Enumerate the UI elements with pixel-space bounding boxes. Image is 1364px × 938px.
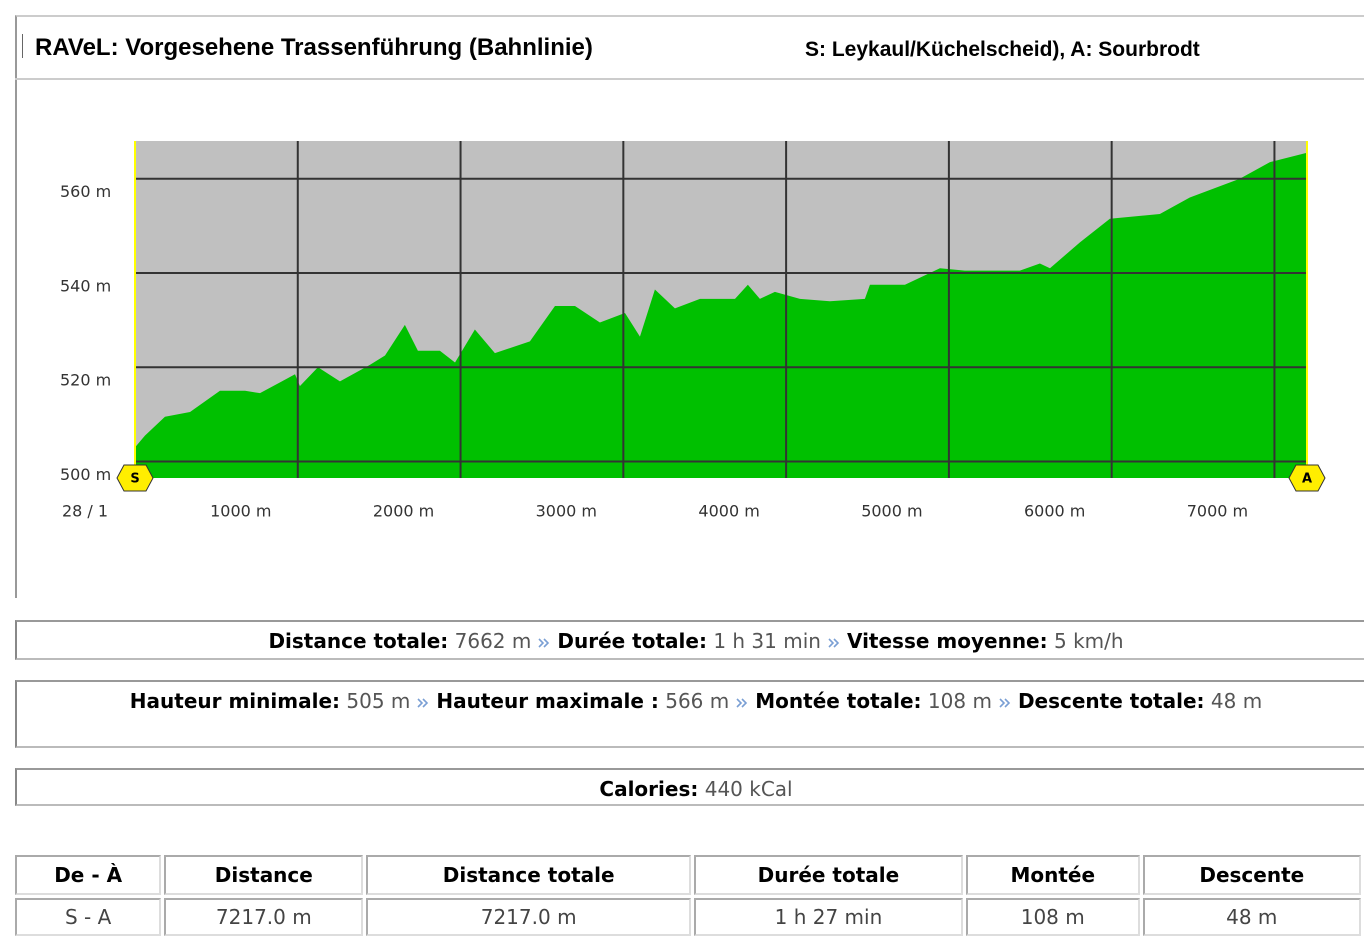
stat-value: 108 m <box>927 689 992 713</box>
column-header: De - À <box>15 855 162 895</box>
column-header: Descente <box>1142 855 1361 895</box>
x-tick-label: 1000 m <box>210 502 271 521</box>
header-divider <box>15 78 1364 80</box>
elevation-chart: 500 m 520 m 540 m 560 m 1000 m 2000 m 3000 m 40… <box>60 141 1326 521</box>
frame <box>15 15 1364 598</box>
marker-label: A <box>1302 472 1312 487</box>
stats-box: Calories: 440 kCal <box>15 768 1364 806</box>
stat-value: 48 m <box>1210 689 1263 713</box>
stat-label: Hauteur maximale : <box>436 689 659 713</box>
y-tick-label: 500 m <box>60 465 111 484</box>
table-cell: 1 h 27 min <box>693 898 963 936</box>
stat-value: 7662 m <box>454 629 532 653</box>
stat-value: 5 km/h <box>1053 629 1124 653</box>
separator <box>828 637 840 648</box>
y-tick-label: 560 m <box>60 182 111 201</box>
stats-box: Hauteur minimale: 505 m Hauteur maximale … <box>15 680 1364 748</box>
x-tick-label: 6000 m <box>1024 502 1085 521</box>
x-tick-label: 7000 m <box>1187 502 1248 521</box>
separator <box>736 697 748 708</box>
segment-table: De - À Distance Distance totale Durée total… <box>12 852 1364 938</box>
corner-label: 28 / 1 <box>62 502 108 521</box>
header-tick <box>22 34 23 58</box>
x-tick-label: 3000 m <box>536 502 597 521</box>
marker-label: S <box>130 472 139 487</box>
stat-label: Vitesse moyenne: <box>846 629 1048 653</box>
column-header: Distance <box>164 855 364 895</box>
x-tick-label: 4000 m <box>698 502 759 521</box>
route: S: Leykaul/Küchelscheid), A: Sourbrodt <box>805 38 1200 61</box>
title: RAVeL: Vorgesehene Trassenführung (Bahnl… <box>35 34 593 61</box>
table-cell: 7217.0 m <box>366 898 691 936</box>
column-header: Montée <box>965 855 1140 895</box>
stat-label: Durée totale: <box>557 629 707 653</box>
route-marker <box>116 464 154 492</box>
table-header-row: De - À Distance Distance totale Durée total… <box>15 855 1361 895</box>
y-tick-label: 520 m <box>60 371 111 390</box>
route-marker <box>1288 464 1326 492</box>
stats-box: Distance totale: 7662 m Durée totale: 1 h… <box>15 620 1364 660</box>
table-cell: 7217.0 m <box>164 898 364 936</box>
separator <box>999 697 1011 708</box>
stat-value: 1 h 31 min <box>713 629 821 653</box>
y-tick-label: 540 m <box>60 276 111 295</box>
stat-label: Distance totale: <box>268 629 449 653</box>
stat-label: Descente totale: <box>1017 689 1205 713</box>
stat-label: Montée totale: <box>755 689 922 713</box>
stat-value: 505 m <box>346 689 411 713</box>
elevation-area <box>135 152 1307 479</box>
x-tick-label: 5000 m <box>861 502 922 521</box>
table-cell: 108 m <box>965 898 1140 936</box>
separator <box>417 697 429 708</box>
stat-value: 440 kCal <box>704 777 793 801</box>
x-tick-label: 2000 m <box>373 502 434 521</box>
stat-label: Hauteur minimale: <box>129 689 341 713</box>
table-cell: 48 m <box>1142 898 1361 936</box>
stat-label: Calories: <box>599 777 699 801</box>
separator <box>538 637 550 648</box>
table-cell: S - A <box>15 898 162 936</box>
stat-value: 566 m <box>665 689 730 713</box>
column-header: Distance totale <box>366 855 691 895</box>
column-header: Durée totale <box>693 855 963 895</box>
